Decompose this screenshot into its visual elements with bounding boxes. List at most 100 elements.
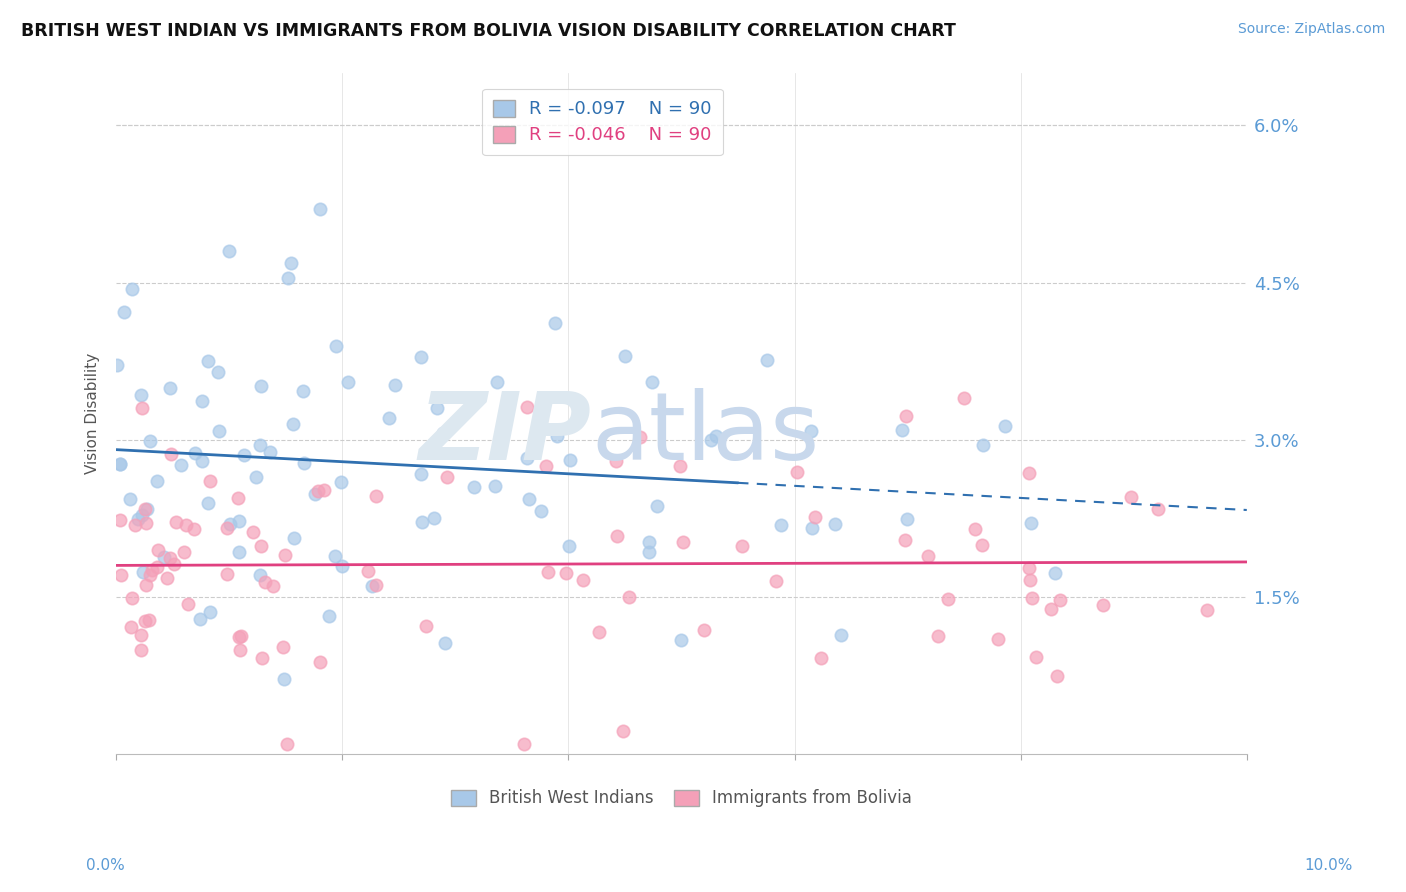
Point bbox=[953, 391, 976, 405]
Point bbox=[484, 479, 506, 493]
Point bbox=[138, 567, 160, 582]
Point bbox=[129, 627, 152, 641]
Point bbox=[110, 567, 132, 582]
Point bbox=[890, 423, 912, 437]
Point bbox=[245, 469, 267, 483]
Point bbox=[229, 643, 252, 657]
Point bbox=[824, 517, 846, 532]
Point bbox=[987, 632, 1010, 646]
Point bbox=[325, 339, 347, 353]
Point bbox=[217, 521, 239, 535]
Point bbox=[232, 448, 254, 462]
Point bbox=[254, 575, 277, 590]
Point bbox=[1049, 593, 1071, 607]
Point bbox=[544, 316, 567, 330]
Point bbox=[208, 424, 231, 438]
Point bbox=[1043, 566, 1066, 581]
Point bbox=[312, 483, 335, 497]
Text: BRITISH WEST INDIAN VS IMMIGRANTS FROM BOLIVIA VISION DISABILITY CORRELATION CHA: BRITISH WEST INDIAN VS IMMIGRANTS FROM B… bbox=[21, 22, 956, 40]
Point bbox=[108, 458, 131, 472]
Y-axis label: Vision Disability: Vision Disability bbox=[86, 353, 100, 475]
Point bbox=[364, 489, 387, 503]
Point bbox=[141, 563, 163, 577]
Point bbox=[801, 521, 824, 535]
Point bbox=[765, 574, 787, 588]
Point bbox=[415, 619, 437, 633]
Point bbox=[108, 457, 131, 471]
Point bbox=[200, 605, 222, 619]
Point bbox=[641, 375, 664, 389]
Point bbox=[308, 202, 330, 217]
Point bbox=[536, 565, 558, 579]
Point bbox=[197, 354, 219, 368]
Point bbox=[336, 375, 359, 389]
Point bbox=[281, 417, 304, 432]
Point bbox=[411, 515, 433, 529]
Point bbox=[129, 388, 152, 402]
Point bbox=[1025, 649, 1047, 664]
Point bbox=[134, 614, 156, 628]
Point bbox=[191, 393, 214, 408]
Point bbox=[645, 500, 668, 514]
Point bbox=[135, 516, 157, 530]
Point bbox=[731, 539, 754, 553]
Point bbox=[176, 517, 198, 532]
Point bbox=[276, 737, 298, 751]
Point bbox=[770, 517, 793, 532]
Point bbox=[163, 557, 186, 571]
Point bbox=[612, 723, 634, 738]
Text: 0.0%: 0.0% bbox=[86, 858, 125, 873]
Point bbox=[436, 470, 458, 484]
Point bbox=[994, 419, 1017, 434]
Point bbox=[226, 491, 249, 506]
Point bbox=[249, 438, 271, 452]
Text: atlas: atlas bbox=[591, 388, 820, 480]
Point bbox=[273, 548, 295, 562]
Point bbox=[215, 567, 238, 582]
Point bbox=[330, 558, 353, 573]
Point bbox=[169, 458, 191, 472]
Point bbox=[273, 673, 295, 687]
Point bbox=[513, 737, 536, 751]
Point bbox=[1147, 502, 1170, 516]
Point bbox=[228, 630, 250, 644]
Point bbox=[426, 401, 449, 416]
Point bbox=[810, 651, 832, 665]
Point bbox=[894, 533, 917, 547]
Point bbox=[262, 579, 284, 593]
Point bbox=[377, 411, 399, 425]
Point bbox=[755, 353, 778, 368]
Point bbox=[207, 365, 229, 379]
Point bbox=[121, 282, 143, 296]
Point bbox=[249, 539, 271, 553]
Point bbox=[318, 609, 340, 624]
Point bbox=[124, 517, 146, 532]
Point bbox=[131, 401, 153, 415]
Point bbox=[671, 632, 693, 647]
Point bbox=[704, 429, 727, 443]
Point bbox=[530, 504, 553, 518]
Point bbox=[159, 551, 181, 566]
Point bbox=[277, 271, 299, 285]
Point bbox=[700, 433, 723, 447]
Point bbox=[555, 566, 578, 581]
Point bbox=[546, 429, 568, 443]
Point bbox=[628, 429, 651, 443]
Point bbox=[177, 597, 200, 611]
Point bbox=[614, 349, 637, 363]
Point bbox=[411, 350, 433, 364]
Point bbox=[146, 560, 169, 574]
Point bbox=[693, 623, 716, 637]
Point bbox=[588, 625, 610, 640]
Point bbox=[1091, 599, 1114, 613]
Point bbox=[139, 434, 162, 449]
Point bbox=[134, 501, 156, 516]
Point bbox=[830, 628, 852, 642]
Point bbox=[361, 579, 384, 593]
Point bbox=[1046, 669, 1069, 683]
Point bbox=[242, 525, 264, 540]
Point bbox=[173, 544, 195, 558]
Point bbox=[517, 492, 540, 507]
Text: Source: ZipAtlas.com: Source: ZipAtlas.com bbox=[1237, 22, 1385, 37]
Point bbox=[135, 578, 157, 592]
